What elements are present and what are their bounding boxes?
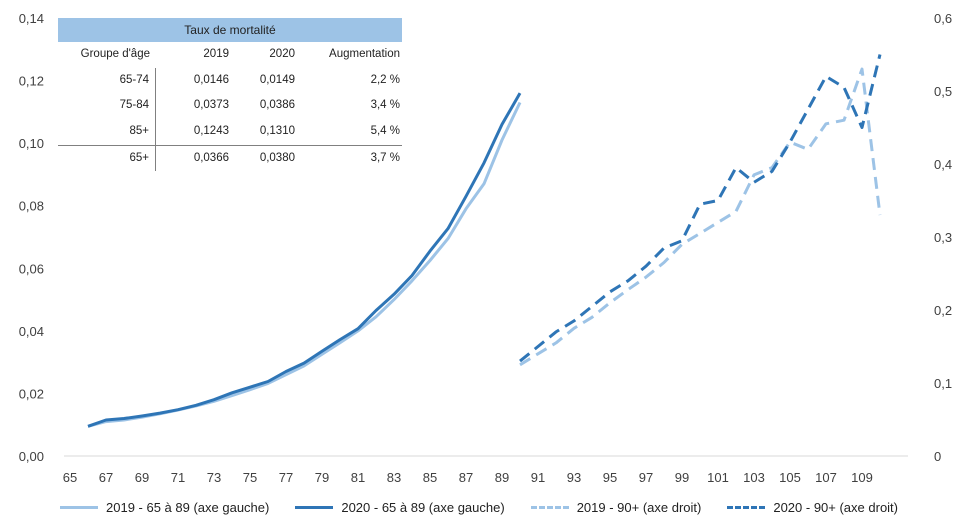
right-axis-labels: 0 0,1 0,2 0,3 0,4 0,5 0,6 <box>934 11 952 464</box>
x-tick-label: 65 <box>63 470 77 485</box>
x-tick-label: 95 <box>603 470 617 485</box>
y-right-tick-label: 0 <box>934 449 941 464</box>
table-cell: 0,0366 <box>193 151 229 164</box>
header-increase: Augmentation <box>329 48 400 60</box>
mortality-rate-table: Taux de mortalité Groupe d'âge 2019 2020… <box>58 18 402 172</box>
table-cell: 0,0380 <box>259 151 295 164</box>
legend-swatch-light-dashed <box>530 506 569 509</box>
y-left-tick-label: 0,06 <box>19 261 44 276</box>
x-tick-label: 105 <box>779 470 801 485</box>
x-tick-label: 67 <box>99 470 113 485</box>
series-line-1 <box>87 92 522 428</box>
x-tick-label: 107 <box>815 470 837 485</box>
x-tick-label: 101 <box>707 470 729 485</box>
series-line-3 <box>519 54 882 363</box>
table-cell: 0,1310 <box>259 125 295 138</box>
x-tick-label: 69 <box>135 470 149 485</box>
legend-label: 2020 - 90+ (axe droit) <box>773 500 898 515</box>
y-right-tick-label: 0,6 <box>934 11 952 26</box>
y-right-tick-label: 0,1 <box>934 376 952 391</box>
table-cell: 0,0149 <box>259 73 295 86</box>
x-tick-label: 83 <box>387 470 401 485</box>
x-tick-label: 85 <box>423 470 437 485</box>
table-row: 65-74 0,0146 0,0149 2,2 % <box>58 67 402 94</box>
legend-swatch-light-solid <box>60 506 98 509</box>
y-right-tick-label: 0,3 <box>934 230 952 245</box>
x-tick-label: 71 <box>171 470 185 485</box>
x-tick-label: 77 <box>279 470 293 485</box>
y-left-tick-label: 0,14 <box>19 11 44 26</box>
table-cell: 0,0386 <box>259 99 295 112</box>
table-cell: 65+ <box>58 145 156 172</box>
legend-swatch-dark-solid <box>295 506 334 509</box>
legend-swatch-dark-dashed <box>727 506 766 509</box>
chart-legend: 2019 - 65 à 89 (axe gauche) 2020 - 65 à … <box>60 500 920 515</box>
table-cell: 0,0373 <box>193 99 229 112</box>
table-row: 85+ 0,1243 0,1310 5,4 % <box>58 119 402 145</box>
x-axis-labels: 65 67 69 71 73 75 77 79 81 83 85 87 89 91 93 95 97 99 101 1… <box>63 470 873 485</box>
table-cell: 2,2 % <box>370 73 400 86</box>
table-total-row: 65+ 0,0366 0,0380 3,7 % <box>58 144 402 172</box>
x-tick-label: 109 <box>851 470 873 485</box>
legend-label: 2019 - 90+ (axe droit) <box>576 500 702 515</box>
left-axis-labels: 0,00 0,02 0,04 0,06 0,08 0,10 0,12 0,14 <box>19 11 44 464</box>
x-tick-label: 73 <box>207 470 221 485</box>
x-tick-label: 89 <box>495 470 509 485</box>
table-cell: 75-84 <box>58 93 156 120</box>
table-cell: 0,1243 <box>193 125 229 138</box>
y-left-tick-label: 0,10 <box>19 136 44 151</box>
table-cell: 3,4 % <box>370 99 400 112</box>
y-left-tick-label: 0,00 <box>19 449 44 464</box>
table-cell: 3,7 % <box>370 151 400 164</box>
legend-label: 2020 - 65 à 89 (axe gauche) <box>341 500 505 515</box>
header-age-group: Groupe d'âge <box>80 48 150 60</box>
x-tick-label: 87 <box>459 470 473 485</box>
legend-item: 2020 - 90+ (axe droit) <box>727 500 898 515</box>
table-cell: 0,0146 <box>193 73 229 86</box>
x-tick-label: 99 <box>675 470 689 485</box>
y-left-tick-label: 0,12 <box>19 74 44 89</box>
legend-label: 2019 - 65 à 89 (axe gauche) <box>106 500 270 515</box>
x-tick-label: 81 <box>351 470 365 485</box>
series-layer <box>87 54 882 428</box>
x-tick-label: 93 <box>567 470 581 485</box>
legend-item: 2020 - 65 à 89 (axe gauche) <box>295 500 505 515</box>
table-title: Taux de mortalité <box>58 18 402 42</box>
y-left-tick-label: 0,04 <box>19 324 44 339</box>
header-2020: 2020 <box>269 48 295 60</box>
y-right-tick-label: 0,5 <box>934 84 952 99</box>
x-tick-label: 75 <box>243 470 257 485</box>
table-cell: 85+ <box>58 119 156 145</box>
table-header-row: Groupe d'âge 2019 2020 Augmentation <box>58 42 402 68</box>
y-right-tick-label: 0,4 <box>934 157 952 172</box>
legend-item: 2019 - 65 à 89 (axe gauche) <box>60 500 269 515</box>
y-right-tick-label: 0,2 <box>934 303 952 318</box>
header-2019: 2019 <box>203 48 229 60</box>
x-tick-label: 97 <box>639 470 653 485</box>
x-tick-label: 91 <box>531 470 545 485</box>
x-tick-label: 103 <box>743 470 765 485</box>
table-cell: 5,4 % <box>370 125 400 138</box>
y-left-tick-label: 0,08 <box>19 199 44 214</box>
table-row: 75-84 0,0373 0,0386 3,4 % <box>58 93 402 120</box>
table-cell: 65-74 <box>58 67 156 94</box>
legend-item: 2019 - 90+ (axe droit) <box>530 500 702 515</box>
y-left-tick-label: 0,02 <box>19 386 44 401</box>
x-tick-label: 79 <box>315 470 329 485</box>
